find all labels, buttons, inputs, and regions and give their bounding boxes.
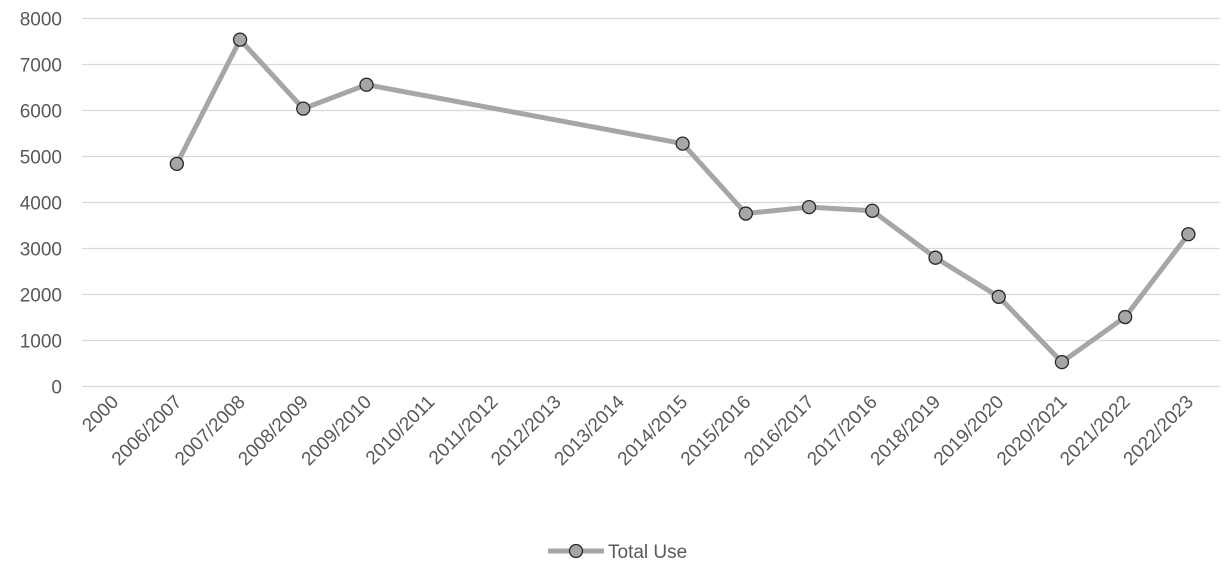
data-point-2009-2010 <box>359 77 374 92</box>
y-tick-label: 6000 <box>20 102 62 123</box>
y-tick-label: 1000 <box>20 332 62 353</box>
gridlines <box>82 17 1220 388</box>
y-tick-label: 0 <box>51 378 62 399</box>
x-axis-ticks: 20002006/20072007/20082008/20092009/2010… <box>78 391 1198 470</box>
legend: Total Use <box>548 542 687 563</box>
y-tick-label: 4000 <box>20 194 62 215</box>
data-point-2022-2023 <box>1181 227 1196 242</box>
y-tick-label: 2000 <box>20 286 62 307</box>
data-point-2020-2021 <box>1054 354 1070 370</box>
data-point-2008-2009 <box>296 101 311 116</box>
y-tick-label: 3000 <box>20 240 62 261</box>
data-point-2021-2022 <box>1118 309 1133 325</box>
data-point-2006-2007 <box>169 156 184 172</box>
legend-label-total-use: Total Use <box>608 542 687 563</box>
series-total-use <box>169 32 1196 370</box>
series-line-total-use <box>174 37 1191 365</box>
data-point-2014-2015 <box>675 136 690 151</box>
y-tick-label: 8000 <box>20 10 62 31</box>
legend-marker-swatch <box>568 543 584 559</box>
data-point-2016-2017 <box>801 199 817 215</box>
y-tick-label: 7000 <box>20 56 62 77</box>
data-point-2019-2020 <box>991 289 1006 304</box>
data-point-2018-2019 <box>928 250 943 265</box>
data-point-2015-2016 <box>738 206 753 221</box>
data-point-2017-2016 <box>865 203 880 218</box>
x-tick-label: 2000 <box>78 392 123 437</box>
data-point-2007-2008 <box>232 32 248 47</box>
y-axis-ticks: 0 1000 2000 3000 4000 5000 6000 7000 8000 <box>20 10 62 399</box>
y-tick-label: 5000 <box>20 148 62 169</box>
